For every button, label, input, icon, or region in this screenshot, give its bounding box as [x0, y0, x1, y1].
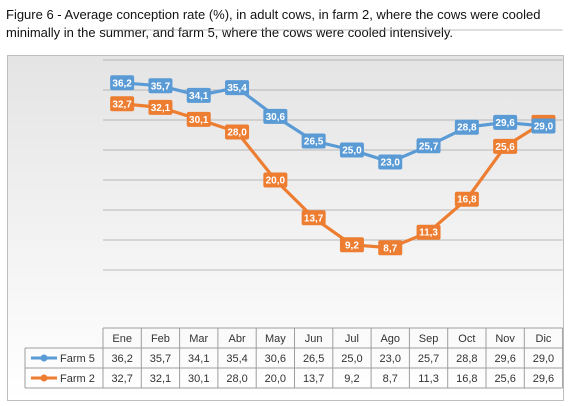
tick-label: May	[265, 333, 286, 345]
table-cell: 35,4	[226, 353, 247, 365]
table-cell: 34,1	[188, 353, 209, 365]
legend-label: Farm 5	[60, 353, 95, 365]
data-point	[110, 75, 135, 91]
legend-key-marker	[40, 374, 48, 382]
data-label: 35,4	[227, 83, 247, 94]
data-label: 32,7	[112, 99, 132, 110]
tick-label: Jun	[305, 333, 323, 345]
table-cell: 26,5	[303, 353, 324, 365]
data-point	[186, 111, 211, 127]
data-label: 8,7	[383, 243, 397, 254]
table-cell: 29,6	[494, 353, 515, 365]
data-point	[378, 154, 403, 170]
data-point	[378, 240, 403, 256]
table-cell: 29,6	[533, 373, 554, 385]
data-label: 25,7	[419, 141, 439, 152]
legend-key-marker	[40, 354, 48, 362]
data-point	[454, 191, 479, 207]
data-label: 16,8	[457, 195, 477, 206]
data-label: 28,8	[457, 123, 477, 134]
data-point	[531, 118, 556, 134]
table-cell: 23,0	[380, 353, 401, 365]
data-point	[339, 237, 364, 253]
data-point	[301, 133, 326, 149]
data-point	[301, 210, 326, 226]
data-point	[454, 119, 479, 135]
data-label: 36,2	[112, 78, 132, 89]
tick-label: Jul	[345, 333, 359, 345]
table-cell: 13,7	[303, 373, 324, 385]
table-cell: 8,7	[383, 373, 398, 385]
tick-label: Dic	[536, 333, 552, 345]
table-cell: 11,3	[418, 373, 439, 385]
data-label: 25,6	[495, 142, 515, 153]
data-label: 28,0	[227, 128, 247, 139]
data-point	[225, 124, 250, 140]
data-label: 20,0	[266, 176, 286, 187]
data-point	[416, 138, 441, 154]
tick-label: Nov	[495, 333, 515, 345]
data-point	[263, 108, 288, 124]
tick-label: Abr	[228, 333, 245, 345]
table-cell: 32,7	[111, 373, 132, 385]
data-point	[493, 138, 518, 154]
table-cell: 25,6	[494, 373, 515, 385]
data-point	[263, 172, 288, 188]
tick-label: Feb	[151, 333, 170, 345]
legend-label: Farm 2	[60, 373, 95, 385]
tick-label: Mar	[189, 333, 208, 345]
tick-label: Ene	[112, 333, 132, 345]
data-point	[186, 87, 211, 103]
data-label: 30,6	[266, 112, 286, 123]
data-point	[148, 99, 173, 115]
data-label: 25,0	[342, 146, 362, 157]
data-label: 29,6	[495, 118, 515, 129]
tick-label: Sep	[419, 333, 439, 345]
table-cell: 30,6	[265, 353, 286, 365]
table-cell: 25,0	[341, 353, 362, 365]
table-cell: 25,7	[418, 353, 439, 365]
data-label: 30,1	[189, 115, 209, 126]
data-label: 23,0	[381, 158, 401, 169]
data-label: 35,7	[151, 81, 171, 92]
table-cell: 28,8	[456, 353, 477, 365]
data-point	[416, 224, 441, 240]
figure-caption: Figure 6 - Average conception rate (%), …	[6, 7, 541, 40]
table-cell: 20,0	[265, 373, 286, 385]
table-cell: 32,1	[150, 373, 171, 385]
data-point	[339, 142, 364, 158]
table-cell: 29,0	[533, 353, 554, 365]
data-label: 32,1	[151, 103, 171, 114]
data-point	[493, 114, 518, 130]
data-point	[148, 78, 173, 94]
data-label: 29,0	[534, 122, 554, 133]
tick-label: Ago	[380, 333, 400, 345]
table-cell: 36,2	[111, 353, 132, 365]
table-cell: 16,8	[456, 373, 477, 385]
data-label: 9,2	[345, 240, 359, 251]
table-cell: 35,7	[150, 353, 171, 365]
data-label: 34,1	[189, 91, 209, 102]
tick-label: Oct	[458, 333, 475, 345]
data-point	[110, 96, 135, 112]
data-point	[225, 80, 250, 96]
data-label: 13,7	[304, 213, 324, 224]
table-cell: 30,1	[188, 373, 209, 385]
data-label: 26,5	[304, 137, 324, 148]
data-label: 11,3	[419, 228, 438, 239]
table-cell: 28,0	[226, 373, 247, 385]
table-cell: 9,2	[344, 373, 359, 385]
